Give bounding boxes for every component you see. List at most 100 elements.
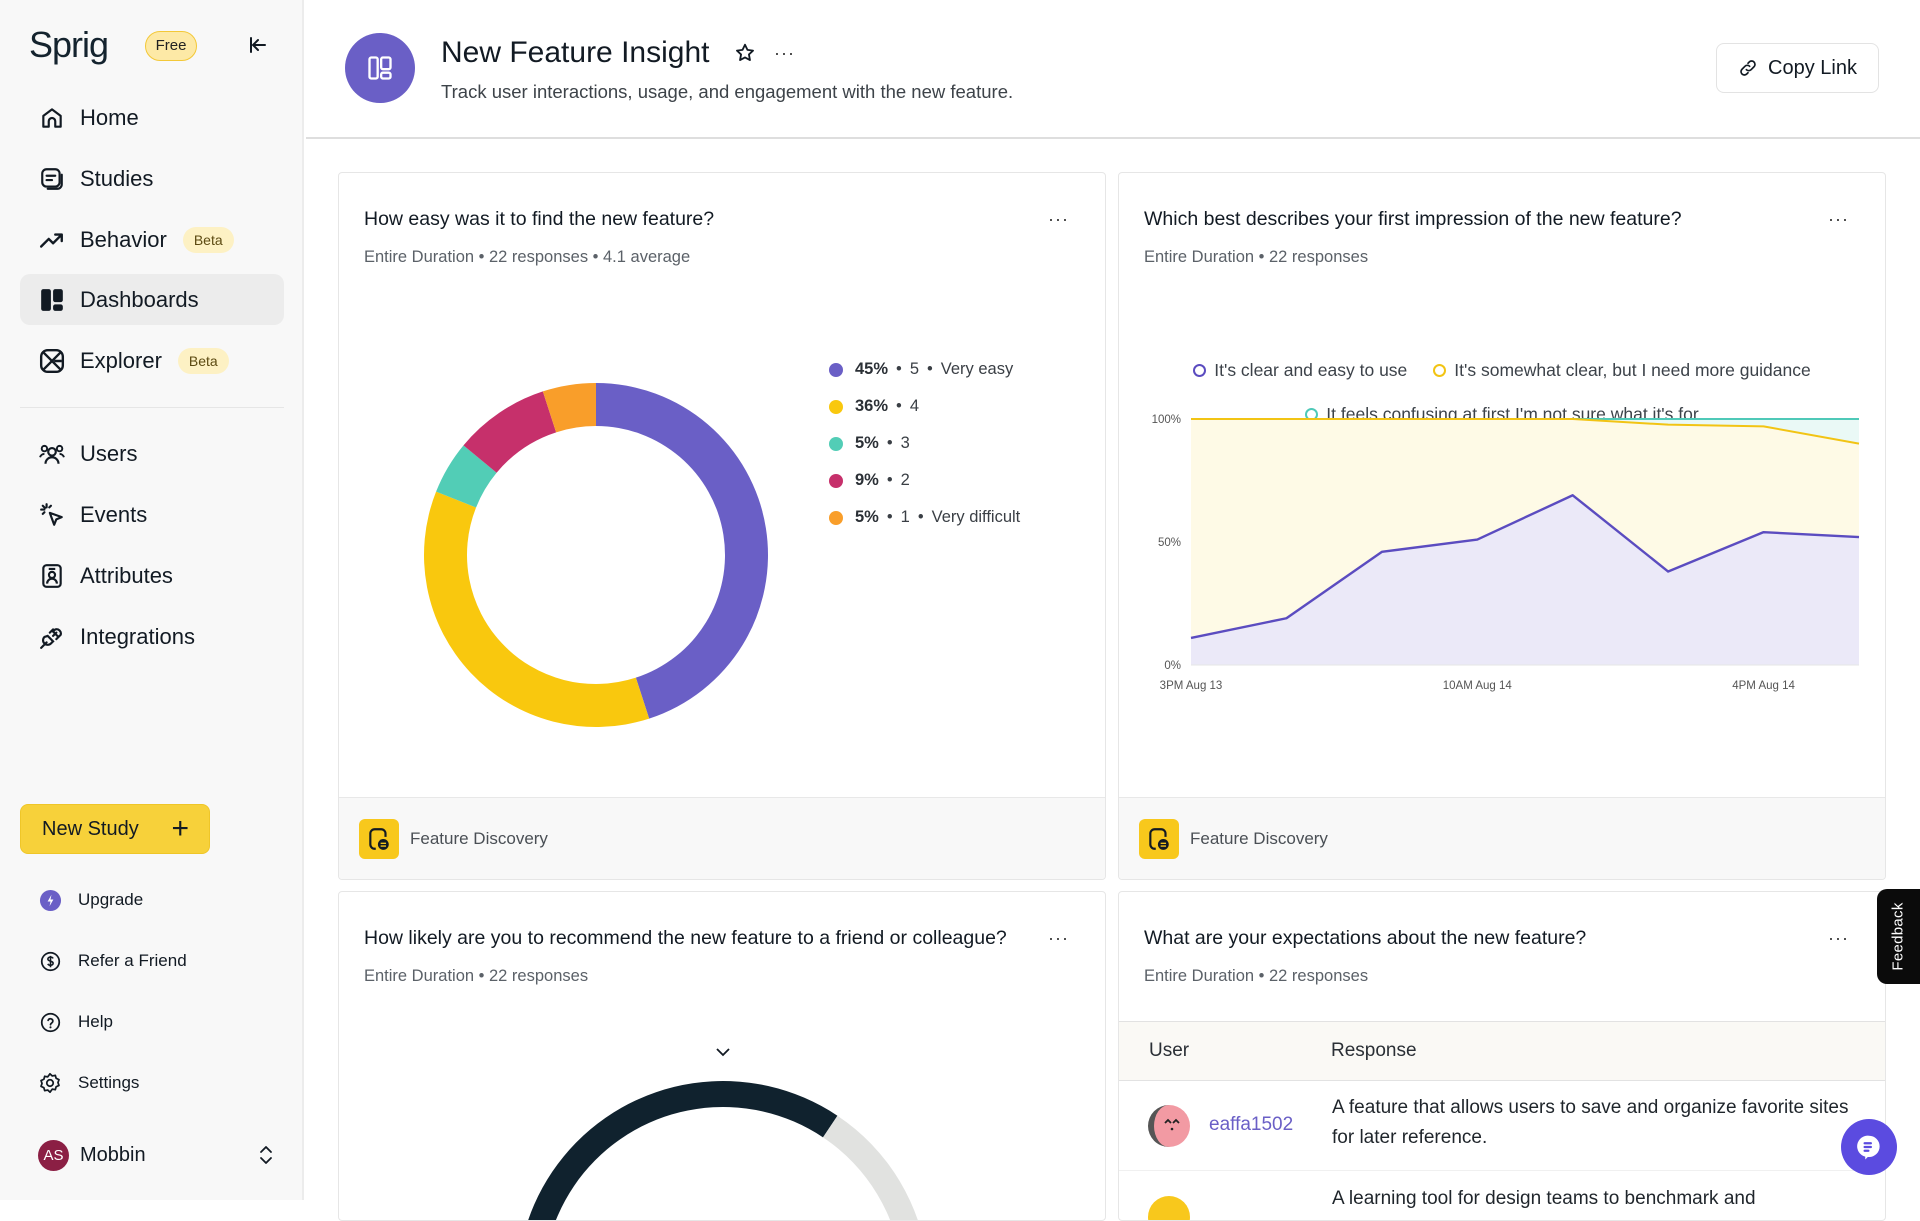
y-tick-label: 50% <box>1158 537 1181 549</box>
new-study-button[interactable]: New Study + <box>20 804 210 854</box>
sidebar-item-label: Integrations <box>80 623 195 649</box>
account-switcher[interactable]: AS Mobbin <box>38 1138 274 1172</box>
sidebar: Sprig Free Home Studies Behavior Beta Da… <box>0 0 304 1200</box>
beta-badge: Beta <box>177 347 229 374</box>
card-expectations: What are your expectations about the new… <box>1118 891 1886 1221</box>
sidebar-item-label: Refer a Friend <box>78 951 187 970</box>
copy-link-button[interactable]: Copy Link <box>1716 43 1879 93</box>
legend-dot <box>829 436 843 451</box>
legend-percent: 45% <box>855 360 889 378</box>
legend-marker <box>1433 363 1447 377</box>
sidebar-divider <box>20 407 284 408</box>
user-avatar <box>1148 1105 1190 1147</box>
legend-item: 5% • 1 • Very difficult <box>829 499 1020 536</box>
page-header: New Feature Insight ··· Track user inter… <box>306 0 1920 139</box>
star-icon[interactable] <box>734 42 756 64</box>
user-id-link[interactable]: eaffa1502 <box>1209 1114 1293 1135</box>
legend-dot <box>829 473 843 488</box>
card-meta: Entire Duration • 22 responses <box>1144 248 1369 266</box>
area-fill-series-2 <box>1191 419 1859 444</box>
legend-score: 5 <box>909 360 919 378</box>
legend-score: 3 <box>900 434 910 452</box>
title-actions: ··· <box>734 42 795 64</box>
collapse-sidebar-button[interactable] <box>245 32 271 58</box>
sidebar-item-label: Home <box>80 104 139 130</box>
sidebar-item-behavior[interactable]: Behavior Beta <box>20 214 284 265</box>
sidebar-item-users[interactable]: Users <box>20 428 284 479</box>
more-options-icon[interactable]: ··· <box>1048 928 1069 948</box>
gear-icon <box>38 1071 62 1095</box>
events-icon <box>38 501 66 529</box>
area-chart: 0% 50% 100% 3PM Aug 13 10AM Aug 14 4PM Aug 14 <box>1152 414 1860 692</box>
avatar: AS <box>38 1139 69 1171</box>
sidebar-item-attributes[interactable]: Attributes <box>20 550 284 601</box>
sidebar-item-help[interactable]: Help <box>38 1010 113 1034</box>
attributes-icon <box>38 562 66 590</box>
home-icon <box>38 104 66 132</box>
table-row[interactable]: A learning tool for design teams to benc… <box>1119 1172 1885 1220</box>
copy-link-label: Copy Link <box>1768 56 1857 79</box>
collapse-icon <box>250 37 266 53</box>
x-tick-label: 4PM Aug 14 <box>1732 680 1795 692</box>
chat-support-button[interactable] <box>1841 1119 1897 1175</box>
sidebar-item-upgrade[interactable]: Upgrade <box>38 888 143 912</box>
explorer-icon <box>38 347 66 375</box>
legend-item: 5% • 3 <box>829 425 1020 462</box>
gauge-segment-0 <box>528 1081 838 1220</box>
column-header-response[interactable]: Response <box>1331 1040 1417 1061</box>
legend-score: 4 <box>909 397 919 415</box>
card-meta: Entire Duration • 22 responses <box>364 967 589 985</box>
sidebar-item-refer-a-friend[interactable]: Refer a Friend <box>38 949 187 973</box>
separator: • <box>927 360 933 378</box>
area-line-series-1[interactable] <box>1191 418 1860 445</box>
more-options-icon[interactable]: ··· <box>1828 209 1849 229</box>
chevron-down-icon[interactable] <box>715 1046 731 1058</box>
more-options-icon[interactable]: ··· <box>1828 928 1849 948</box>
card-footer[interactable]: Feature Discovery <box>1119 797 1885 879</box>
donut-slice-4[interactable] <box>424 491 650 727</box>
card-footer[interactable]: Feature Discovery <box>339 797 1105 879</box>
legend-item[interactable]: It's somewhat clear, but I need more gui… <box>1433 360 1811 381</box>
sidebar-item-explorer[interactable]: Explorer Beta <box>20 335 284 386</box>
legend-percent: 36% <box>855 397 889 415</box>
sidebar-item-settings[interactable]: Settings <box>38 1071 139 1095</box>
sidebar-item-integrations[interactable]: Integrations <box>20 611 284 662</box>
sidebar-item-dashboards[interactable]: Dashboards <box>20 274 284 325</box>
donut-slice-3[interactable] <box>436 445 497 508</box>
card-title: How likely are you to recommend the new … <box>364 927 1007 949</box>
feedback-tab[interactable]: Feedback <box>1877 889 1920 984</box>
card-title: How easy was it to find the new feature? <box>364 208 715 230</box>
legend-dot <box>829 362 843 377</box>
more-options-icon[interactable]: ··· <box>774 42 795 63</box>
donut-slice-2[interactable] <box>463 391 557 473</box>
card-meta: Entire Duration • 22 responses <box>1144 967 1369 985</box>
area-line-series-0[interactable] <box>1190 494 1860 640</box>
donut-slice-5[interactable] <box>596 383 768 719</box>
legend-label: It's clear and easy to use <box>1214 359 1408 380</box>
sidebar-item-events[interactable]: Events <box>20 489 284 540</box>
donut-legend: 45% • 5 • Very easy 36% • 4 5% • 3 9% • 2 5% • 1 • Very di… <box>829 351 1020 536</box>
card-ease-of-finding: How easy was it to find the new feature?… <box>338 172 1106 880</box>
donut-slice-1[interactable] <box>542 383 596 433</box>
x-tick-label: 3PM Aug 13 <box>1160 680 1223 692</box>
area-fill-series-0 <box>1191 495 1859 665</box>
legend-item[interactable]: It's clear and easy to use <box>1193 360 1407 381</box>
legend-percent: 5% <box>855 434 879 452</box>
gauge-chart <box>528 1081 918 1220</box>
legend-dot <box>829 510 843 525</box>
table-row[interactable]: eaffa1502 A feature that allows users to… <box>1119 1081 1885 1171</box>
more-options-icon[interactable]: ··· <box>1048 209 1069 229</box>
sidebar-item-home[interactable]: Home <box>20 92 284 143</box>
card-recommend: How likely are you to recommend the new … <box>338 891 1106 1221</box>
sprig-logo[interactable]: Sprig <box>29 24 109 65</box>
plan-badge: Free <box>145 31 197 61</box>
dollar-icon <box>38 949 62 973</box>
bolt-icon <box>38 888 62 912</box>
sidebar-item-studies[interactable]: Studies <box>20 153 284 204</box>
legend-percent: 9% <box>855 471 879 489</box>
legend-percent: 5% <box>855 508 879 526</box>
account-name: Mobbin <box>80 1143 146 1166</box>
y-tick-label: 100% <box>1152 414 1181 426</box>
card-title: What are your expectations about the new… <box>1144 927 1587 949</box>
column-header-user[interactable]: User <box>1149 1040 1190 1061</box>
